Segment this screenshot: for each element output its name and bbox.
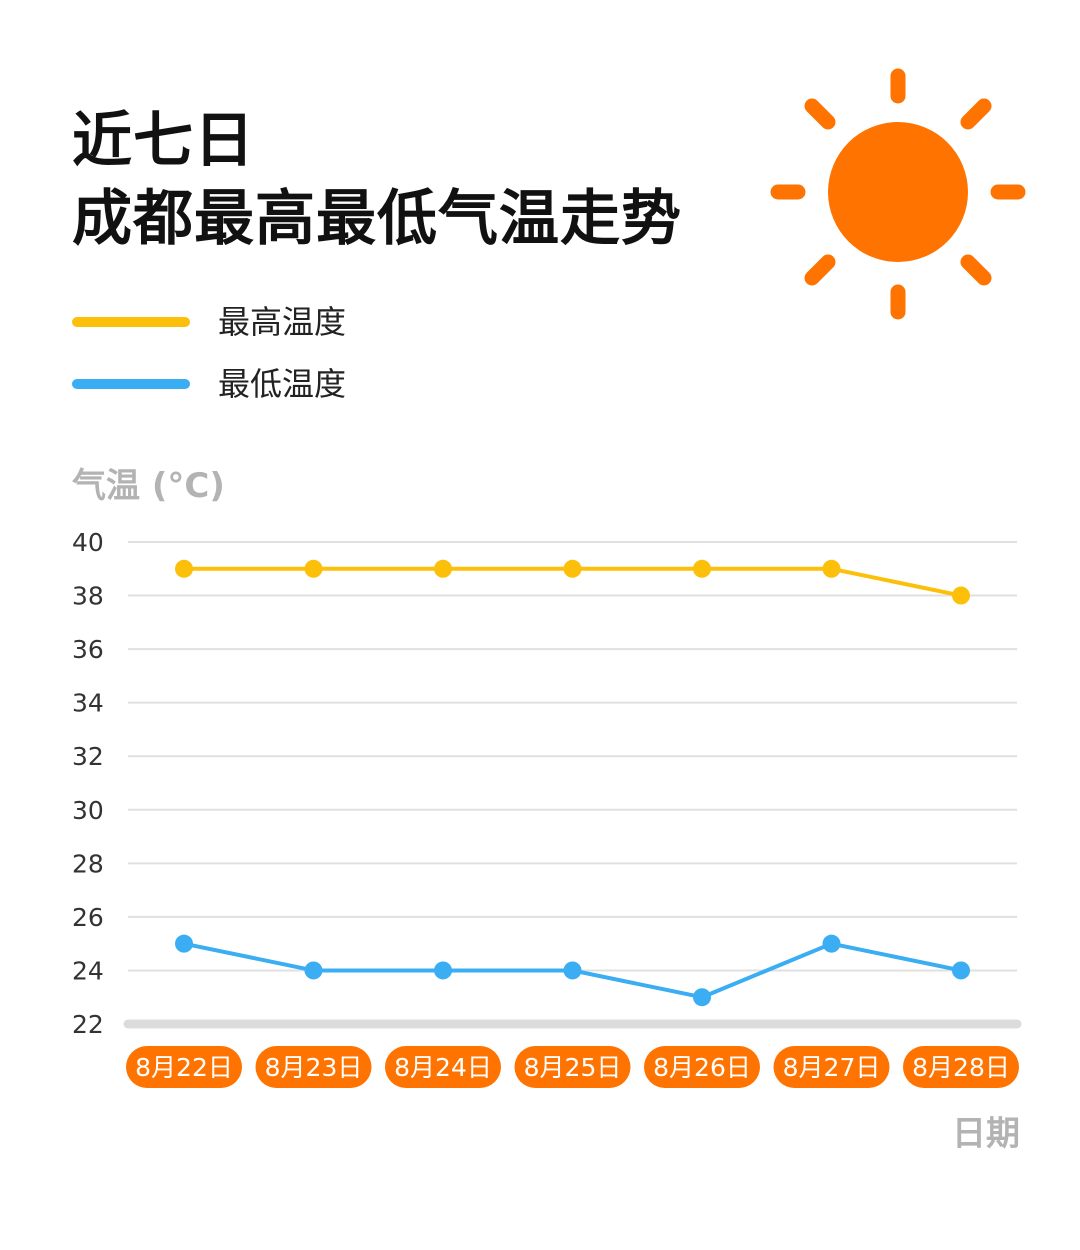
data-point-low-6: [822, 934, 841, 953]
y-tick-label-38: 38: [72, 582, 104, 611]
data-point-low-1: [175, 934, 193, 953]
data-point-low-5: [693, 988, 711, 1007]
y-tick-label-32: 32: [72, 742, 104, 771]
data-point-high-3: [434, 559, 452, 578]
y-tick-label-24: 24: [72, 956, 104, 985]
x-tick-label-6: 8月27日: [783, 1053, 881, 1082]
legend-item-high: 最高温度: [72, 300, 472, 362]
y-axis-label: 气温 (°C): [72, 466, 225, 506]
date-badge-5: [644, 1046, 760, 1088]
y-tick-label-36: 36: [72, 635, 104, 664]
date-badge-2: [255, 1046, 372, 1088]
line-chart: 22 24 26 28 30 32 34 36 38 40 8月22日 8月23日 8月24日 8月25日…: [72, 528, 1022, 1088]
data-point-high-1: [175, 559, 193, 578]
data-point-high-7: [952, 586, 970, 605]
y-tick-label-22: 22: [72, 1010, 104, 1039]
x-tick-label-5: 8月26日: [653, 1053, 751, 1082]
data-point-low-7: [952, 961, 970, 980]
title-line-2: 成都最高最低气温走势: [72, 184, 682, 254]
data-point-low-4: [563, 961, 582, 980]
date-badge-3: [385, 1046, 501, 1088]
y-tick-label-34: 34: [72, 689, 104, 718]
chart-card: 近七日 成都最高最低气温走势 最高温度 最低温度: [34, 38, 1046, 1192]
y-tick-label-28: 28: [72, 849, 104, 878]
chart-legend: 最高温度 最低温度: [72, 300, 472, 424]
y-tick-label-30: 30: [72, 796, 104, 825]
legend-label-high: 最高温度: [218, 303, 347, 341]
x-tick-label-7: 8月28日: [912, 1053, 1010, 1082]
x-tick-label-2: 8月23日: [265, 1053, 363, 1082]
date-badge-6: [773, 1046, 890, 1088]
data-point-high-2: [304, 559, 323, 578]
legend-swatch-low: [72, 379, 190, 389]
legend-label-low: 最低温度: [218, 365, 347, 403]
data-point-high-6: [822, 559, 841, 578]
title-line-1: 近七日: [72, 106, 255, 176]
page-title: 近七日 成都最高最低气温走势: [72, 102, 682, 258]
date-badge-1: [126, 1046, 242, 1088]
y-tick-label-26: 26: [72, 903, 104, 932]
y-tick-label-40: 40: [72, 528, 104, 557]
sun-icon: [770, 68, 1026, 320]
data-point-high-4: [563, 559, 582, 578]
legend-item-low: 最低温度: [72, 362, 472, 424]
data-point-low-3: [434, 961, 452, 980]
date-badge-4: [514, 1046, 631, 1088]
legend-swatch-high: [72, 317, 190, 327]
data-point-high-5: [693, 559, 711, 578]
x-tick-label-1: 8月22日: [135, 1053, 233, 1082]
data-point-low-2: [304, 961, 323, 980]
x-axis-label: 日期: [952, 1114, 1020, 1154]
date-badge-7: [903, 1046, 1019, 1088]
x-tick-label-3: 8月24日: [394, 1053, 492, 1082]
x-tick-label-4: 8月25日: [524, 1053, 622, 1082]
